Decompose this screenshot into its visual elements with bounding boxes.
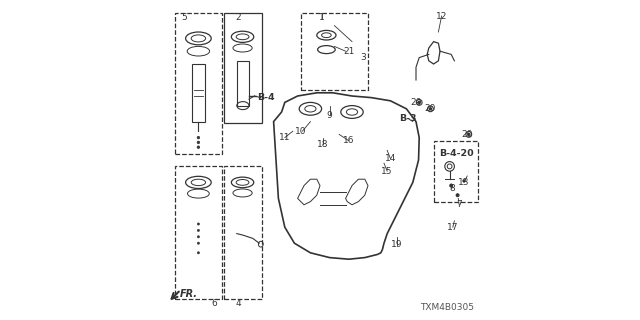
Text: B-4: B-4 bbox=[257, 93, 275, 102]
Ellipse shape bbox=[197, 242, 200, 244]
Ellipse shape bbox=[197, 229, 200, 232]
Text: 2: 2 bbox=[236, 13, 241, 22]
Text: 6: 6 bbox=[212, 300, 217, 308]
Text: FR.: FR. bbox=[180, 289, 198, 300]
Bar bbox=[192, 64, 205, 122]
Ellipse shape bbox=[197, 141, 200, 144]
Text: 20: 20 bbox=[461, 130, 473, 139]
Text: B-3: B-3 bbox=[399, 114, 417, 123]
Text: B-4-20: B-4-20 bbox=[438, 149, 474, 158]
Text: TXM4B0305: TXM4B0305 bbox=[420, 303, 474, 312]
Ellipse shape bbox=[463, 180, 465, 182]
Bar bbox=[237, 61, 249, 106]
Text: 21: 21 bbox=[343, 47, 355, 56]
Ellipse shape bbox=[197, 252, 200, 254]
Ellipse shape bbox=[197, 223, 200, 225]
Text: 12: 12 bbox=[436, 12, 447, 20]
Ellipse shape bbox=[419, 101, 420, 103]
Text: 3: 3 bbox=[360, 53, 366, 62]
Ellipse shape bbox=[468, 133, 470, 135]
Ellipse shape bbox=[197, 136, 200, 139]
Text: 11: 11 bbox=[279, 133, 291, 142]
Text: 9: 9 bbox=[327, 111, 332, 120]
Text: 19: 19 bbox=[391, 240, 403, 249]
Text: 20: 20 bbox=[410, 98, 422, 107]
Ellipse shape bbox=[197, 236, 200, 238]
Text: 17: 17 bbox=[447, 223, 458, 232]
Ellipse shape bbox=[450, 184, 452, 187]
Text: 1: 1 bbox=[319, 13, 324, 22]
Text: 14: 14 bbox=[385, 154, 396, 163]
Ellipse shape bbox=[429, 108, 431, 110]
Text: 5: 5 bbox=[181, 13, 187, 22]
Text: 16: 16 bbox=[343, 136, 355, 145]
Ellipse shape bbox=[197, 146, 200, 148]
Ellipse shape bbox=[456, 194, 459, 196]
Text: 7: 7 bbox=[456, 200, 462, 209]
Text: 10: 10 bbox=[295, 127, 307, 136]
Text: 18: 18 bbox=[317, 140, 329, 148]
Text: 13: 13 bbox=[458, 178, 470, 187]
Text: 15: 15 bbox=[381, 167, 393, 176]
Text: 4: 4 bbox=[236, 300, 241, 308]
Text: 20: 20 bbox=[425, 104, 436, 113]
Text: 8: 8 bbox=[449, 184, 454, 193]
